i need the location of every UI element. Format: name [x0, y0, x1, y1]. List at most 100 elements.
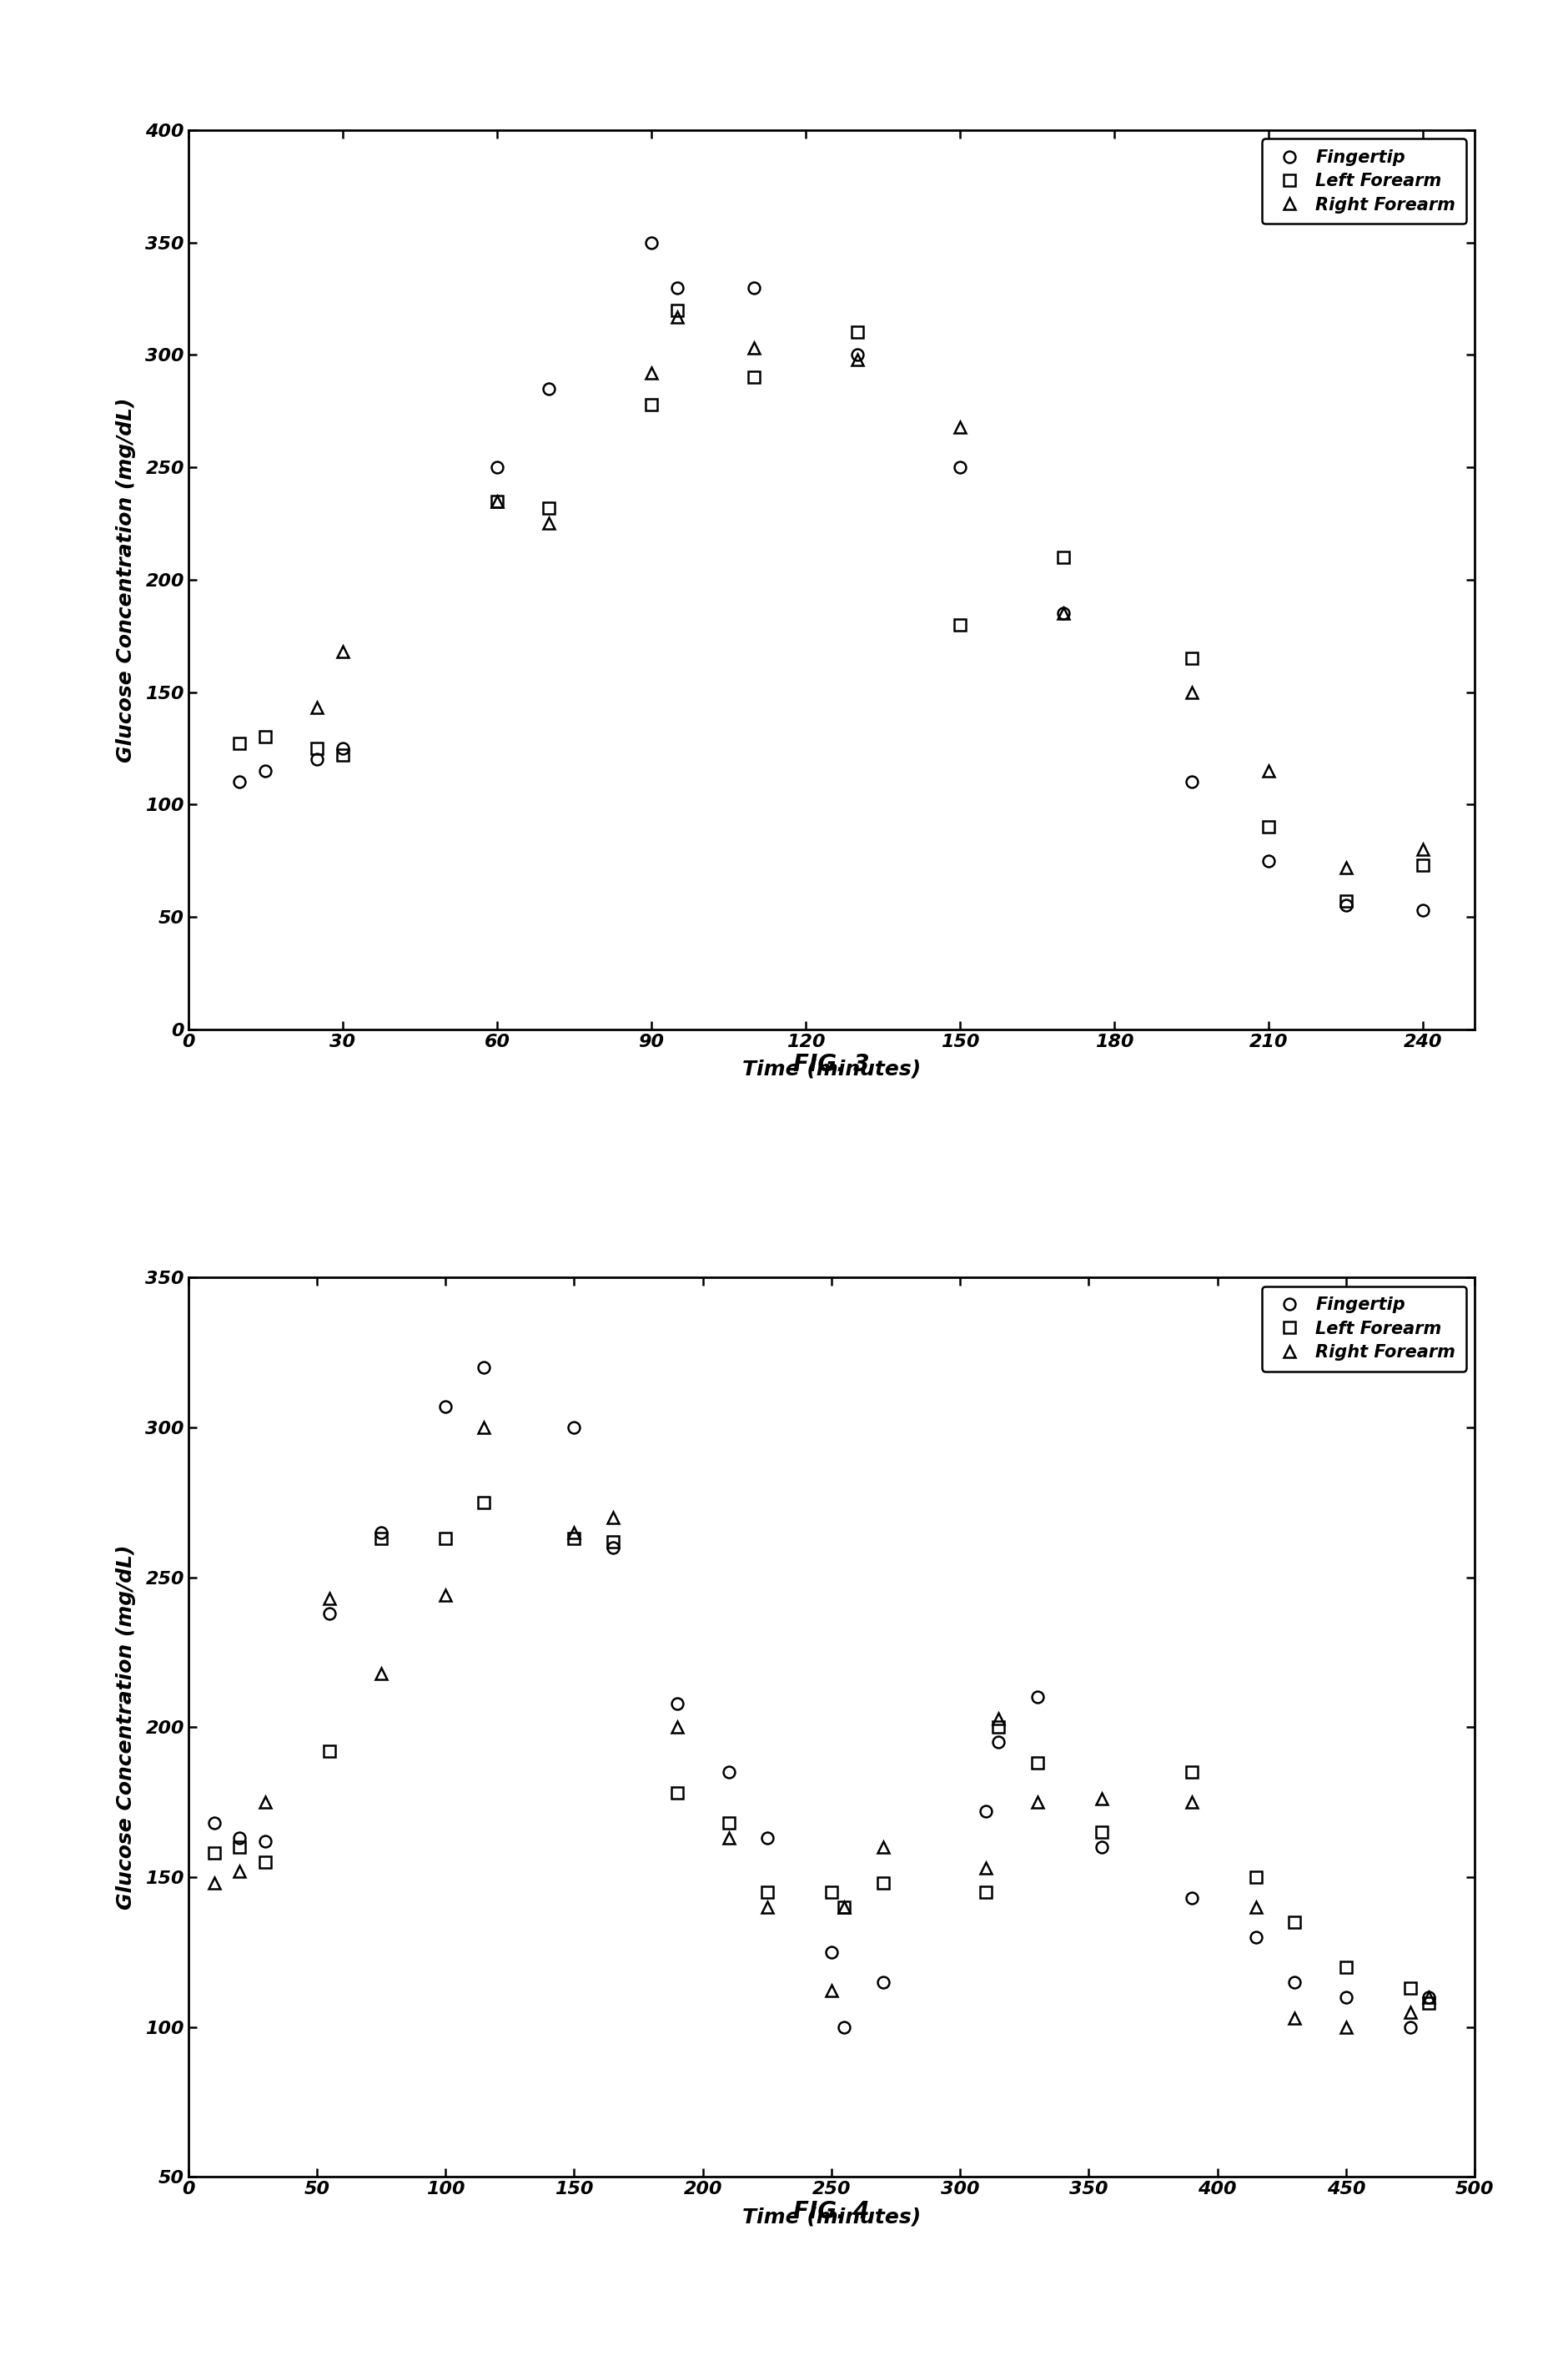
Left Forearm [718, 1810, 737, 1838]
X-axis label: Time (minutes): Time (minutes) [742, 2207, 920, 2226]
Left Forearm [372, 1524, 390, 1552]
Fingertip [1091, 1834, 1110, 1862]
Right Forearm [488, 487, 506, 516]
Fingertip [256, 1827, 274, 1855]
Line: Fingertip: Fingertip [234, 237, 1428, 916]
Left Forearm [320, 1737, 339, 1765]
Left Forearm [1247, 1862, 1265, 1890]
Fingertip [475, 1353, 494, 1382]
Left Forearm [204, 1838, 223, 1867]
Fingertip [204, 1810, 223, 1838]
Fingertip [320, 1599, 339, 1628]
Right Forearm [1259, 757, 1278, 786]
Left Forearm [950, 610, 969, 639]
Left Forearm [834, 1893, 853, 1921]
Left Forearm [539, 494, 558, 523]
Right Forearm [641, 360, 660, 388]
Fingertip [564, 1413, 583, 1441]
Fingertip [1182, 1883, 1201, 1912]
Left Forearm [1284, 1907, 1303, 1935]
Left Forearm [1091, 1817, 1110, 1845]
Y-axis label: Glucose Concentration (mg/dL): Glucose Concentration (mg/dL) [116, 1545, 136, 1909]
Left Forearm [668, 1779, 687, 1808]
Left Forearm [604, 1526, 622, 1554]
Fingertip [950, 454, 969, 483]
Fingertip [1054, 599, 1073, 627]
Fingertip [822, 1938, 840, 1966]
Fingertip [436, 1391, 455, 1420]
Right Forearm [1417, 1983, 1436, 2011]
Right Forearm [320, 1585, 339, 1614]
Left Forearm [332, 741, 351, 769]
Fingertip [668, 274, 687, 303]
Left Forearm [488, 487, 506, 516]
Fingertip [372, 1519, 390, 1547]
Fingertip [718, 1758, 737, 1786]
Right Forearm [1413, 835, 1432, 864]
Fingertip [641, 230, 660, 258]
Left Forearm [873, 1869, 892, 1898]
Fingertip [256, 757, 274, 786]
Left Forearm [822, 1879, 840, 1907]
Right Forearm [436, 1580, 455, 1609]
Left Forearm [641, 390, 660, 419]
Fingertip [1400, 2013, 1419, 2042]
Left Forearm [668, 296, 687, 324]
Fingertip [745, 274, 764, 303]
Right Forearm [230, 1857, 249, 1886]
Right Forearm [718, 1824, 737, 1853]
Right Forearm [604, 1502, 622, 1531]
Left Forearm [1336, 887, 1355, 916]
Fingertip [757, 1824, 776, 1853]
Fingertip [668, 1689, 687, 1718]
Fingertip [1182, 767, 1201, 795]
Fingertip [307, 745, 326, 774]
Right Forearm [1284, 2004, 1303, 2032]
Left Forearm [757, 1879, 776, 1907]
Line: Left Forearm: Left Forearm [209, 1498, 1433, 2009]
Right Forearm [1182, 1789, 1201, 1817]
Right Forearm [307, 693, 326, 722]
Fingertip [1336, 1983, 1355, 2011]
Right Forearm [757, 1893, 776, 1921]
Right Forearm [847, 345, 866, 374]
Legend: Fingertip, Left Forearm, Right Forearm: Fingertip, Left Forearm, Right Forearm [1261, 1287, 1465, 1372]
Right Forearm [1182, 677, 1201, 705]
Left Forearm [1413, 852, 1432, 880]
Fingertip [1417, 1983, 1436, 2011]
Right Forearm [256, 1789, 274, 1817]
Fingertip [847, 341, 866, 369]
Right Forearm [975, 1855, 994, 1883]
Fingertip [604, 1533, 622, 1562]
Right Forearm [668, 303, 687, 331]
Left Forearm [230, 1834, 249, 1862]
Right Forearm [475, 1413, 494, 1441]
Right Forearm [950, 412, 969, 440]
Left Forearm [256, 1848, 274, 1876]
Line: Fingertip: Fingertip [209, 1363, 1433, 2032]
X-axis label: Time (minutes): Time (minutes) [742, 1060, 920, 1079]
Legend: Fingertip, Left Forearm, Right Forearm: Fingertip, Left Forearm, Right Forearm [1261, 140, 1465, 225]
Fingertip [332, 733, 351, 762]
Fingertip [873, 1969, 892, 1997]
Right Forearm [668, 1713, 687, 1741]
Left Forearm [1054, 544, 1073, 573]
Left Forearm [1182, 644, 1201, 672]
Left Forearm [1182, 1758, 1201, 1786]
Fingertip [1284, 1969, 1303, 1997]
Left Forearm [975, 1879, 994, 1907]
Text: FIG. 3: FIG. 3 [793, 1053, 869, 1077]
Fingertip [834, 2013, 853, 2042]
Right Forearm [873, 1834, 892, 1862]
Fingertip [1336, 892, 1355, 920]
Left Forearm [847, 319, 866, 348]
Fingertip [1259, 847, 1278, 875]
Right Forearm [822, 1976, 840, 2004]
Right Forearm [1336, 854, 1355, 883]
Y-axis label: Glucose Concentration (mg/dL): Glucose Concentration (mg/dL) [116, 397, 136, 762]
Right Forearm [539, 509, 558, 537]
Right Forearm [1247, 1893, 1265, 1921]
Fingertip [1027, 1682, 1046, 1711]
Left Forearm [307, 733, 326, 762]
Fingertip [488, 454, 506, 483]
